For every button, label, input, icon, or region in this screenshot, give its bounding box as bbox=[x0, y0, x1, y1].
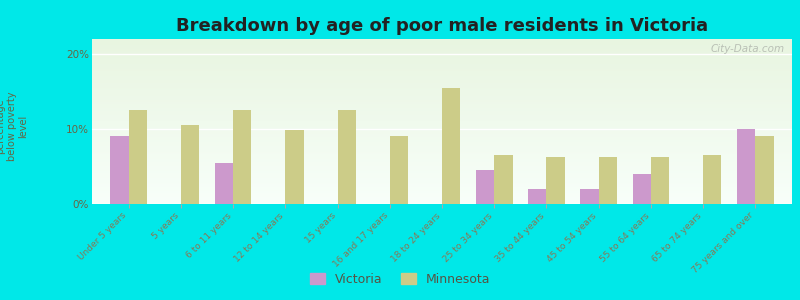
Bar bbox=[581, 189, 598, 204]
Bar bbox=[129, 110, 147, 204]
Bar bbox=[286, 130, 303, 204]
Bar bbox=[598, 158, 617, 204]
Text: City-Data.com: City-Data.com bbox=[711, 44, 785, 54]
Bar bbox=[494, 155, 513, 204]
Bar bbox=[737, 129, 755, 204]
Bar bbox=[755, 136, 774, 204]
Bar bbox=[390, 136, 408, 204]
Bar bbox=[181, 125, 199, 204]
Bar bbox=[546, 158, 565, 204]
Legend: Victoria, Minnesota: Victoria, Minnesota bbox=[305, 268, 495, 291]
Bar bbox=[633, 174, 651, 204]
Bar bbox=[442, 88, 460, 204]
Bar bbox=[110, 136, 129, 204]
Bar bbox=[703, 155, 722, 204]
Title: Breakdown by age of poor male residents in Victoria: Breakdown by age of poor male residents … bbox=[176, 17, 708, 35]
Bar bbox=[214, 163, 233, 204]
Bar bbox=[338, 110, 356, 204]
Bar bbox=[651, 158, 670, 204]
Text: percentage
below poverty
level: percentage below poverty level bbox=[0, 91, 29, 161]
Bar bbox=[528, 189, 546, 204]
Bar bbox=[476, 170, 494, 204]
Bar bbox=[233, 110, 251, 204]
